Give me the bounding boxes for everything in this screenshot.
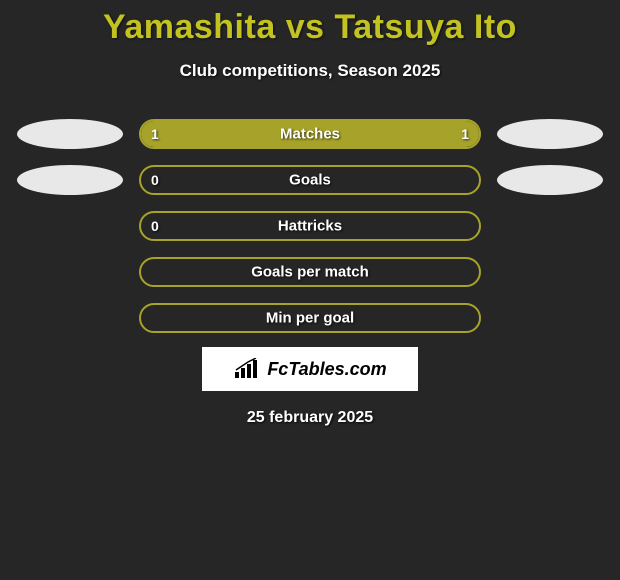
stat-label: Hattricks (141, 218, 479, 235)
stat-row: 11Matches (0, 119, 620, 149)
stat-bar: 0Hattricks (139, 211, 481, 241)
player1-name: Yamashita (103, 8, 276, 46)
stat-label: Min per goal (141, 310, 479, 327)
subtitle: Club competitions, Season 2025 (0, 61, 620, 81)
stat-row: Goals per match (0, 257, 620, 287)
chart-icon (233, 358, 261, 380)
right-ellipse (497, 165, 603, 195)
logo-box: FcTables.com (202, 347, 418, 391)
vs-text: vs (286, 8, 325, 46)
stat-bar: Goals per match (139, 257, 481, 287)
stat-row: 0Goals (0, 165, 620, 195)
left-ellipse (17, 165, 123, 195)
stats-rows: 11Matches 0Goals 0Hattricks Goals per match… (0, 119, 620, 333)
stat-label: Goals per match (141, 264, 479, 281)
player2-name: Tatsuya Ito (334, 8, 516, 46)
right-spacer (497, 211, 603, 241)
right-spacer (497, 303, 603, 333)
stat-row: Min per goal (0, 303, 620, 333)
right-ellipse (497, 119, 603, 149)
date-text: 25 february 2025 (0, 409, 620, 427)
stat-label: Goals (141, 172, 479, 189)
stat-label: Matches (141, 126, 479, 143)
stat-bar: 11Matches (139, 119, 481, 149)
left-spacer (17, 211, 123, 241)
stat-bar: Min per goal (139, 303, 481, 333)
stat-row: 0Hattricks (0, 211, 620, 241)
right-spacer (497, 257, 603, 287)
left-spacer (17, 257, 123, 287)
left-ellipse (17, 119, 123, 149)
comparison-title: Yamashita vs Tatsuya Ito (0, 0, 620, 47)
stat-bar: 0Goals (139, 165, 481, 195)
left-spacer (17, 303, 123, 333)
logo-text: FcTables.com (267, 359, 386, 380)
